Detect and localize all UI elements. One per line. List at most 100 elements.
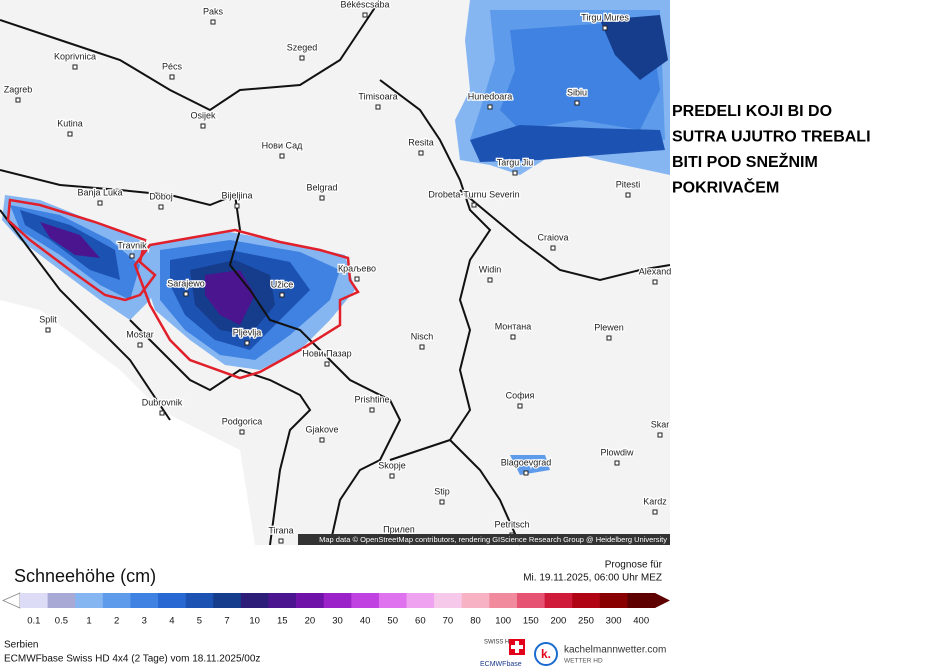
city-label: Plowdiw <box>600 447 634 457</box>
city-label: Travnik <box>117 240 147 250</box>
colorbar-cell <box>185 593 214 608</box>
city-marker <box>72 64 78 70</box>
city-label: Szeged <box>287 42 318 52</box>
city-marker <box>487 104 493 110</box>
colorbar-label: 100 <box>495 616 511 627</box>
colorbar-label: 300 <box>606 616 622 627</box>
border <box>459 189 671 282</box>
border <box>379 79 492 461</box>
city-marker <box>606 335 612 341</box>
colorbar-label: 1 <box>86 616 91 627</box>
colorbar-label: 70 <box>443 616 454 627</box>
colorbar-label: 80 <box>470 616 481 627</box>
colorbar-end <box>655 593 670 608</box>
colorbar-label: 10 <box>249 616 260 627</box>
city-label: Drobeta-Turnu Severin <box>428 189 519 199</box>
city-label: София <box>506 390 535 400</box>
city-label: Nisch <box>411 331 434 341</box>
border <box>0 169 402 546</box>
city-marker <box>362 12 368 18</box>
swiss-cross <box>511 641 523 653</box>
colorbar-cell <box>627 593 656 608</box>
city-marker <box>244 340 250 346</box>
city-label: Petritsch <box>494 519 529 529</box>
colorbar-cell <box>47 593 76 608</box>
city-label: Skopje <box>378 460 406 470</box>
city-marker <box>239 429 245 435</box>
colorbar-label: 4 <box>169 616 174 627</box>
colorbar-label: 30 <box>332 616 343 627</box>
map: Paks Békéscsaba Tirgu Mures Koprivnica Szege… <box>0 0 673 546</box>
city-label: Békéscsaba <box>340 0 389 9</box>
colorbar-cell <box>130 593 159 608</box>
city-label: Blagoevgrad <box>501 457 552 467</box>
city-label: Split <box>39 314 57 324</box>
brand-sub: WETTER HD <box>564 658 603 665</box>
brand-logo <box>534 642 558 666</box>
city-marker <box>279 153 285 159</box>
city-marker <box>45 327 51 333</box>
outline <box>133 228 360 380</box>
attribution-background <box>298 534 670 545</box>
colorbar-cell <box>296 593 324 608</box>
city-marker <box>15 97 21 103</box>
colorbar-label: 3 <box>142 616 147 627</box>
legend-title: Schneehöhe (cm) <box>14 566 156 586</box>
colorbar-start <box>2 592 21 609</box>
badge-line: SWISS HD <box>484 640 514 646</box>
colorbar-cell <box>268 593 297 608</box>
colorbar-cell <box>378 593 407 608</box>
colorbar-cell <box>544 593 573 608</box>
colorbar-cell <box>240 593 269 608</box>
city-label: Craiova <box>537 232 568 242</box>
city-marker <box>210 19 216 25</box>
city-marker <box>169 74 175 80</box>
city-marker <box>67 131 73 137</box>
outline <box>6 198 157 302</box>
snow-area <box>510 455 550 475</box>
colorbar-cell <box>461 593 490 608</box>
model-info: ECMWFbase Swiss HD 4x4 (2 Tage) vom 18.1… <box>4 654 260 665</box>
city-marker <box>234 203 240 209</box>
colorbar-cell <box>489 593 518 608</box>
city-marker <box>657 432 663 438</box>
colorbar-label: 40 <box>360 616 371 627</box>
city-label: Sibiu <box>567 87 587 97</box>
colorbar-cell <box>102 593 131 608</box>
city-marker <box>375 104 381 110</box>
colorbar-label: 0.5 <box>55 616 68 627</box>
colorbar-label: 200 <box>550 616 566 627</box>
colorbar-label: 20 <box>305 616 316 627</box>
city-label: Prishtine <box>354 394 389 404</box>
city-marker <box>439 499 445 505</box>
brand-logo-letter: k. <box>541 647 551 661</box>
city-label: Koprivnica <box>54 51 96 61</box>
city-marker <box>625 192 631 198</box>
colorbar-label: 400 <box>633 616 649 627</box>
region: Serbien <box>4 640 38 651</box>
city-label: Pitesti <box>616 179 641 189</box>
city-marker <box>158 204 164 210</box>
city-marker <box>200 123 206 129</box>
annotation-line: PREDELI KOJI BI DO <box>672 103 832 120</box>
city-label: Нови Сад <box>262 140 303 150</box>
city-label: Монтана <box>495 321 532 331</box>
border <box>449 439 521 546</box>
city-label: Alexand <box>639 266 672 276</box>
city-label: Targu Jiu <box>497 157 534 167</box>
city-label: Sarajewo <box>167 278 205 288</box>
city-marker <box>510 334 516 340</box>
city-label: Widin <box>479 264 502 274</box>
colorbar-cell <box>406 593 435 608</box>
border <box>129 319 312 546</box>
city-marker <box>389 473 395 479</box>
colorbar-label: 0.1 <box>27 616 40 627</box>
city-label: Resita <box>408 137 434 147</box>
colorbar-label: 5 <box>197 616 202 627</box>
city-label: Podgorica <box>222 416 263 426</box>
city-marker <box>517 403 523 409</box>
city-marker <box>354 276 360 282</box>
city-marker <box>512 170 518 176</box>
highlight-outline <box>6 198 360 380</box>
